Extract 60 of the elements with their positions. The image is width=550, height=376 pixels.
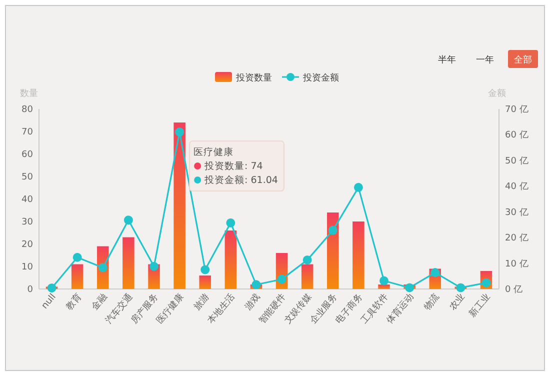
y2-tick-label: 60 亿 bbox=[505, 130, 528, 141]
bar bbox=[199, 276, 211, 289]
point bbox=[175, 128, 184, 137]
point bbox=[405, 283, 414, 292]
y2-tick-label: 10 亿 bbox=[505, 258, 528, 270]
x-tick-label: 物流 bbox=[422, 291, 442, 312]
bar bbox=[327, 212, 339, 289]
text: 半年 bbox=[438, 54, 456, 66]
point bbox=[226, 218, 236, 228]
x-tick-label: 教育 bbox=[64, 291, 84, 312]
point bbox=[380, 276, 388, 286]
point bbox=[252, 280, 261, 290]
bar bbox=[378, 284, 390, 289]
annotation: 投资数量: 74 bbox=[204, 160, 263, 172]
y2-tick-label: 20 亿 bbox=[505, 232, 528, 244]
y-axis-title: 数量 bbox=[20, 88, 38, 99]
y2-axis-title: 金额 bbox=[488, 88, 506, 99]
y-tick-label: 80 bbox=[22, 105, 34, 115]
point bbox=[328, 226, 338, 235]
y-tick-label: 30 bbox=[22, 218, 34, 228]
point bbox=[98, 263, 108, 272]
point bbox=[200, 265, 210, 274]
y2-tick-label: 40 亿 bbox=[505, 181, 528, 192]
bar bbox=[301, 264, 314, 289]
point bbox=[277, 274, 286, 284]
point bbox=[354, 182, 363, 192]
point bbox=[456, 283, 466, 292]
y2-tick-label: 30 亿 bbox=[505, 206, 528, 218]
text: 全部 bbox=[514, 54, 532, 66]
y-tick-label: 50 bbox=[22, 172, 34, 182]
y2-tick-label: 50 亿 bbox=[505, 155, 528, 166]
x-tick-label: 新工业 bbox=[466, 291, 493, 320]
y2-tick-label: 70 亿 bbox=[505, 104, 528, 115]
x-tick-label: 旅游 bbox=[192, 291, 212, 312]
text: 一年 bbox=[476, 54, 494, 66]
point bbox=[430, 268, 440, 278]
y-tick-label: 20 bbox=[22, 240, 34, 250]
x-tick-label: 游戏 bbox=[242, 291, 263, 312]
y-tick-label: 40 bbox=[22, 195, 34, 205]
y2-tick-label: 0 亿 bbox=[505, 284, 523, 295]
x-tick-label: 金融 bbox=[89, 291, 110, 312]
bar bbox=[224, 230, 237, 289]
y-tick-label: 10 bbox=[22, 262, 34, 272]
y-tick-label: 70 bbox=[22, 128, 34, 138]
legend-label: 投资金额 bbox=[302, 72, 339, 84]
bar bbox=[71, 264, 84, 289]
point bbox=[72, 252, 82, 262]
legend-label: 投资数量 bbox=[235, 72, 272, 84]
point bbox=[302, 255, 312, 264]
bar bbox=[174, 122, 186, 289]
bar bbox=[122, 237, 134, 289]
annotation: 投资金额: 61.04 bbox=[204, 174, 278, 186]
point bbox=[124, 216, 133, 225]
y-tick-label: 60 bbox=[22, 150, 34, 160]
annotation: 医疗健康 bbox=[194, 146, 234, 158]
point bbox=[47, 283, 56, 292]
x-tick-label: 农业 bbox=[447, 291, 468, 312]
point bbox=[150, 262, 158, 271]
y-tick-label: 0 bbox=[27, 285, 34, 295]
bar bbox=[352, 222, 364, 289]
